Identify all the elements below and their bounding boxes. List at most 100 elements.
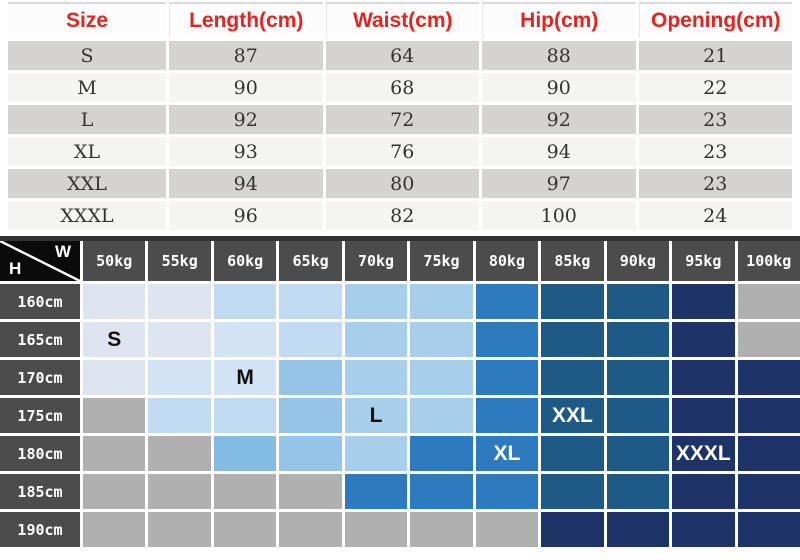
matrix-cell (737, 474, 800, 509)
matrix-cell (410, 512, 473, 547)
size-row-label: L (8, 105, 166, 134)
matrix-cell (213, 322, 277, 357)
matrix-cell (83, 436, 146, 471)
matrix-cell (148, 436, 211, 471)
matrix-cell (83, 360, 146, 395)
column-header-hip-cm: Hip(cm) (482, 2, 636, 38)
matrix-cell (541, 512, 604, 547)
matrix-cell (606, 322, 670, 357)
size-value: 72 (325, 105, 479, 134)
height-header-170cm: 170cm (0, 360, 80, 395)
matrix-cell (606, 512, 670, 547)
matrix-cell (148, 398, 211, 433)
matrix-cell (148, 512, 211, 547)
matrix-cell (279, 284, 342, 319)
weight-axis-label: W (54, 242, 71, 261)
matrix-cell (541, 284, 604, 319)
matrix-cell (410, 398, 473, 433)
matrix-cell (541, 474, 604, 509)
weight-header-55kg: 55kg (148, 241, 211, 281)
matrix-cell (344, 512, 408, 547)
size-value: 23 (638, 169, 792, 198)
column-header-opening-cm: Opening(cm) (638, 2, 792, 38)
size-value: 90 (482, 73, 636, 102)
matrix-cell-size-l: L (344, 398, 408, 433)
matrix-cell (344, 360, 408, 395)
matrix-cell (279, 360, 342, 395)
matrix-cell (672, 512, 735, 547)
matrix-cell (541, 322, 604, 357)
matrix-cell (410, 284, 473, 319)
matrix-cell (410, 474, 473, 509)
weight-header-50kg: 50kg (83, 241, 146, 281)
size-value: 24 (638, 201, 792, 230)
column-header-length-cm: Length(cm) (169, 2, 323, 38)
size-value: 22 (638, 73, 792, 102)
height-header-160cm: 160cm (0, 284, 80, 319)
matrix-cell (672, 284, 735, 319)
matrix-cell (344, 322, 408, 357)
matrix-cell-size-m: M (213, 360, 277, 395)
size-value: 94 (482, 137, 636, 166)
matrix-cell (606, 436, 670, 471)
size-value: 87 (169, 41, 323, 70)
weight-header-95kg: 95kg (672, 241, 735, 281)
height-axis-label: H (9, 259, 22, 278)
matrix-cell (672, 360, 735, 395)
matrix-cell (148, 284, 211, 319)
column-header-waist-cm: Waist(cm) (325, 2, 479, 38)
matrix-cell (83, 474, 146, 509)
matrix-cell (213, 512, 277, 547)
matrix-cell (148, 474, 211, 509)
matrix-cell (737, 360, 800, 395)
matrix-cell (606, 474, 670, 509)
matrix-top-border (0, 236, 800, 241)
size-row-label: S (8, 41, 166, 70)
matrix-cell (148, 322, 211, 357)
weight-header-65kg: 65kg (279, 241, 342, 281)
matrix-cell (410, 436, 473, 471)
size-row-label: XL (8, 137, 166, 166)
matrix-cell-size-xxxl: XXXL (672, 436, 735, 471)
diagonal-divider-icon (0, 241, 80, 281)
size-row-label: XXL (8, 169, 166, 198)
matrix-cell (606, 284, 670, 319)
size-value: 93 (169, 137, 323, 166)
matrix-cell (344, 284, 408, 319)
matrix-cell-size-xxl: XXL (541, 398, 604, 433)
size-row-label: M (8, 73, 166, 102)
size-spec-table: Size Length(cm) Waist(cm) Hip(cm) Opening(cm… (8, 2, 792, 230)
matrix-cell (410, 322, 473, 357)
size-value: 23 (638, 137, 792, 166)
weight-header-60kg: 60kg (213, 241, 277, 281)
size-value: 94 (169, 169, 323, 198)
matrix-cell (279, 436, 342, 471)
height-weight-matrix: W H 50kg 55kg 60kg 65kg 70kg 75kg 80kg 85kg 90kg… (0, 241, 800, 547)
matrix-cell (541, 436, 604, 471)
matrix-cell (475, 322, 539, 357)
size-value: 92 (169, 105, 323, 134)
matrix-cell (737, 512, 800, 547)
matrix-cell (83, 398, 146, 433)
size-value: 90 (169, 73, 323, 102)
matrix-cell (672, 322, 735, 357)
weight-header-90kg: 90kg (606, 241, 670, 281)
size-value: 64 (325, 41, 479, 70)
size-value: 21 (638, 41, 792, 70)
matrix-cell (410, 360, 473, 395)
size-value: 23 (638, 105, 792, 134)
size-row-label: XXXL (8, 201, 166, 230)
size-value: 80 (325, 169, 479, 198)
matrix-cell (672, 474, 735, 509)
height-header-165cm: 165cm (0, 322, 80, 357)
matrix-cell (737, 322, 800, 357)
size-value: 88 (482, 41, 636, 70)
matrix-cell (737, 436, 800, 471)
size-value: 68 (325, 73, 479, 102)
matrix-cell (279, 398, 342, 433)
matrix-cell (606, 360, 670, 395)
matrix-corner-cell: W H (0, 241, 80, 281)
matrix-cell (475, 398, 539, 433)
column-header-size: Size (8, 2, 166, 38)
size-value: 100 (482, 201, 636, 230)
